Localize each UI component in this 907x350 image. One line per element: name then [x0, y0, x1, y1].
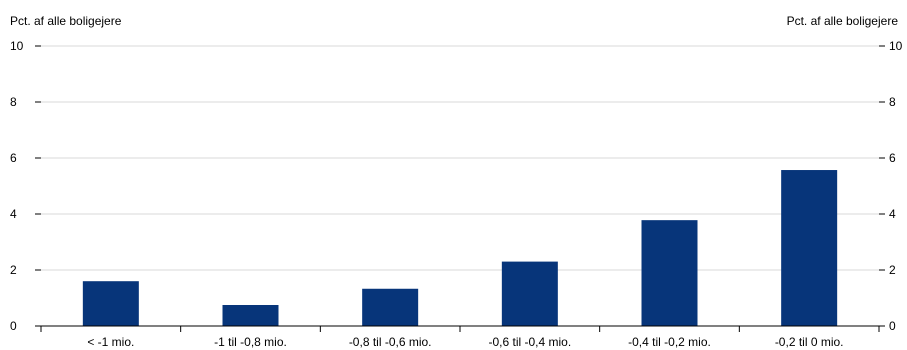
x-tick-label: -0,8 til -0,6 mio.	[349, 335, 432, 349]
y-tick-label-left: 4	[10, 207, 17, 221]
x-tick-label: -0,2 til 0 mio.	[775, 335, 844, 349]
y-tick-label-left: 2	[10, 263, 17, 277]
y-tick-label-right: 4	[889, 207, 896, 221]
bars	[82, 170, 838, 326]
y-tick-label-right: 8	[889, 95, 896, 109]
y-tick-label-left: 8	[10, 95, 17, 109]
y-tick-label-right: 0	[889, 319, 896, 333]
x-tick-label: -1 til -0,8 mio.	[214, 335, 287, 349]
y-tick-label-right: 6	[889, 151, 896, 165]
y-tick-label-right: 2	[889, 263, 896, 277]
y-tick-label-left: 10	[10, 39, 24, 53]
bar	[781, 170, 838, 326]
x-axis-ticks: < -1 mio. -1 til -0,8 mio. -0,8 til -0,6 m…	[40, 326, 880, 349]
bar	[222, 305, 279, 326]
y-tick-label-left: 6	[10, 151, 17, 165]
y-tick-label-right: 10	[889, 39, 903, 53]
y-axis-left-title: Pct. af alle boligejere	[10, 14, 122, 28]
bar	[501, 261, 558, 326]
x-tick-label: -0,4 til -0,2 mio.	[628, 335, 711, 349]
y-axis-left-ticks: 0 2 4 6 8 10	[10, 39, 41, 333]
bar	[362, 288, 419, 326]
y-tick-label-left: 0	[10, 319, 17, 333]
gridlines	[41, 45, 879, 271]
y-axis-right-ticks: 0 2 4 6 8 10	[879, 39, 903, 333]
x-tick-label: -0,6 til -0,4 mio.	[488, 335, 571, 349]
y-axis-right-title: Pct. af alle boligejere	[787, 14, 899, 28]
bar	[82, 281, 139, 326]
x-tick-label: < -1 mio.	[87, 335, 134, 349]
bar	[641, 220, 698, 326]
